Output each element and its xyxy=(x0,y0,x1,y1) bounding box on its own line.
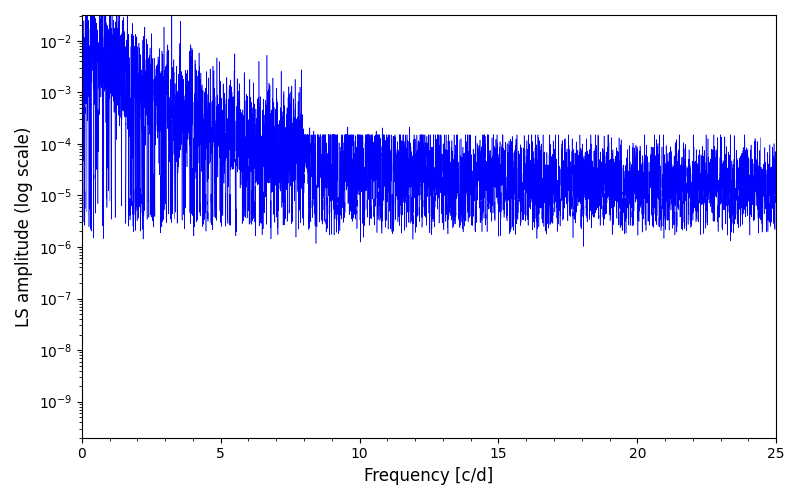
X-axis label: Frequency [c/d]: Frequency [c/d] xyxy=(364,467,494,485)
Y-axis label: LS amplitude (log scale): LS amplitude (log scale) xyxy=(15,126,33,326)
